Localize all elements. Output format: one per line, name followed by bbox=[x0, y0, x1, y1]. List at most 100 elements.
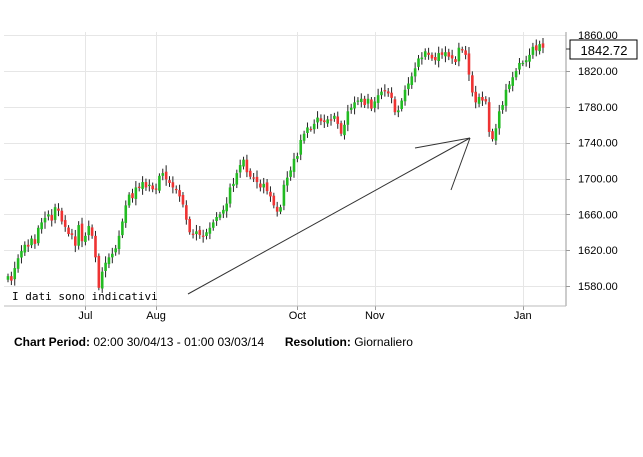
bar-body bbox=[417, 58, 420, 67]
ohlc-bar bbox=[386, 87, 390, 97]
bar-body bbox=[333, 115, 336, 119]
bar-body bbox=[370, 99, 373, 109]
ohlc-bar bbox=[215, 212, 218, 226]
bar-body bbox=[191, 233, 195, 235]
bar-body bbox=[380, 91, 383, 96]
ohlc-bar bbox=[423, 48, 427, 60]
ohlc-bar bbox=[111, 247, 114, 264]
ohlc-bar bbox=[248, 168, 252, 180]
ohlc-bar bbox=[471, 71, 474, 97]
bar-body bbox=[26, 244, 30, 247]
x-axis-labels: Jul Aug Oct Nov Jan bbox=[78, 310, 531, 322]
bar-body bbox=[218, 214, 222, 218]
bar-body bbox=[100, 271, 104, 289]
bar-body bbox=[400, 100, 403, 109]
bar-body bbox=[168, 180, 171, 183]
ohlc-bar bbox=[171, 176, 175, 194]
ohlc-bar bbox=[148, 179, 151, 192]
bar-body bbox=[10, 276, 13, 281]
bar-body bbox=[70, 233, 74, 235]
ohlc-bar bbox=[117, 230, 121, 255]
bar-body bbox=[205, 232, 208, 237]
ohlc-bar bbox=[245, 154, 249, 178]
bar-body bbox=[319, 118, 323, 122]
ohlc-bar bbox=[195, 224, 198, 241]
ohlc-bar bbox=[417, 55, 420, 71]
bar-body bbox=[215, 217, 218, 221]
ohlc-bar bbox=[121, 218, 124, 239]
bar-body bbox=[232, 183, 235, 187]
bar-body bbox=[67, 227, 70, 235]
bar-body bbox=[329, 119, 333, 121]
bar-body bbox=[111, 253, 114, 258]
bar-body bbox=[497, 111, 501, 129]
ohlc-bar bbox=[450, 49, 454, 64]
ohlc-bar bbox=[205, 228, 208, 240]
ohlc-bar bbox=[285, 171, 289, 192]
ohlc-bar bbox=[164, 165, 168, 186]
bar-body bbox=[141, 182, 144, 189]
ohlc-bar bbox=[154, 183, 158, 195]
ohlc-bar bbox=[302, 130, 306, 144]
bar-body bbox=[269, 191, 272, 197]
bar-body bbox=[471, 75, 474, 93]
bar-body bbox=[174, 188, 178, 191]
arrow-head-left bbox=[414, 137, 471, 149]
bar-body bbox=[40, 222, 43, 230]
bar-body bbox=[262, 183, 266, 188]
bar-body bbox=[518, 62, 521, 70]
x-tick-label: Jul bbox=[78, 310, 92, 322]
bar-body bbox=[30, 238, 33, 246]
bar-body bbox=[47, 214, 50, 217]
ohlc-bar bbox=[272, 192, 276, 209]
ohlc-bar bbox=[491, 128, 494, 142]
ohlc-bar bbox=[178, 184, 181, 202]
ohlc-bar bbox=[218, 211, 222, 221]
trend-line bbox=[187, 137, 471, 295]
bar-body bbox=[53, 207, 57, 220]
bar-body bbox=[259, 183, 262, 188]
ohlc-bar bbox=[84, 232, 87, 246]
watermark: I dati sono indicativi bbox=[12, 290, 158, 303]
ohlc-bar bbox=[393, 96, 397, 116]
bar-body bbox=[437, 53, 440, 61]
ohlc-bar bbox=[457, 42, 461, 67]
bar-body bbox=[77, 225, 80, 246]
ohlc-bar bbox=[299, 134, 303, 161]
bar-body bbox=[154, 188, 158, 190]
ohlc-bar bbox=[427, 47, 430, 60]
bar-body bbox=[309, 128, 313, 131]
bar-body bbox=[356, 100, 360, 102]
bar-body bbox=[373, 101, 377, 108]
bar-body bbox=[299, 139, 303, 155]
y-tick-label: 1820.00 bbox=[578, 66, 618, 78]
ohlc-bar bbox=[481, 91, 484, 106]
ohlc-bar bbox=[538, 40, 541, 55]
ohlc-bar bbox=[77, 221, 80, 250]
ohlc-bar bbox=[380, 87, 383, 100]
ohlc-bar bbox=[390, 87, 393, 104]
ohlc-bar bbox=[353, 96, 356, 115]
ohlc-bar bbox=[531, 42, 535, 59]
ohlc-bar bbox=[57, 203, 60, 217]
bar-body bbox=[434, 57, 437, 61]
bar-body bbox=[296, 156, 299, 159]
bar-body bbox=[403, 89, 407, 102]
trend-annotation bbox=[187, 137, 471, 295]
bar-body bbox=[195, 231, 198, 235]
ohlc-bar bbox=[158, 173, 161, 194]
ohlc-bar bbox=[501, 101, 504, 114]
bar-body bbox=[457, 47, 461, 62]
bar-body bbox=[151, 185, 154, 190]
bar-body bbox=[57, 208, 60, 211]
bar-body bbox=[454, 59, 457, 63]
bar-body bbox=[447, 52, 451, 57]
ohlc-bar bbox=[484, 96, 488, 105]
bar-body bbox=[410, 76, 414, 85]
bar-body bbox=[242, 159, 245, 167]
bar-body bbox=[393, 99, 397, 113]
bar-body bbox=[94, 235, 97, 258]
ohlc-bar bbox=[339, 120, 343, 137]
ohlc-bar bbox=[238, 159, 242, 178]
ohlc-bar bbox=[26, 239, 30, 253]
